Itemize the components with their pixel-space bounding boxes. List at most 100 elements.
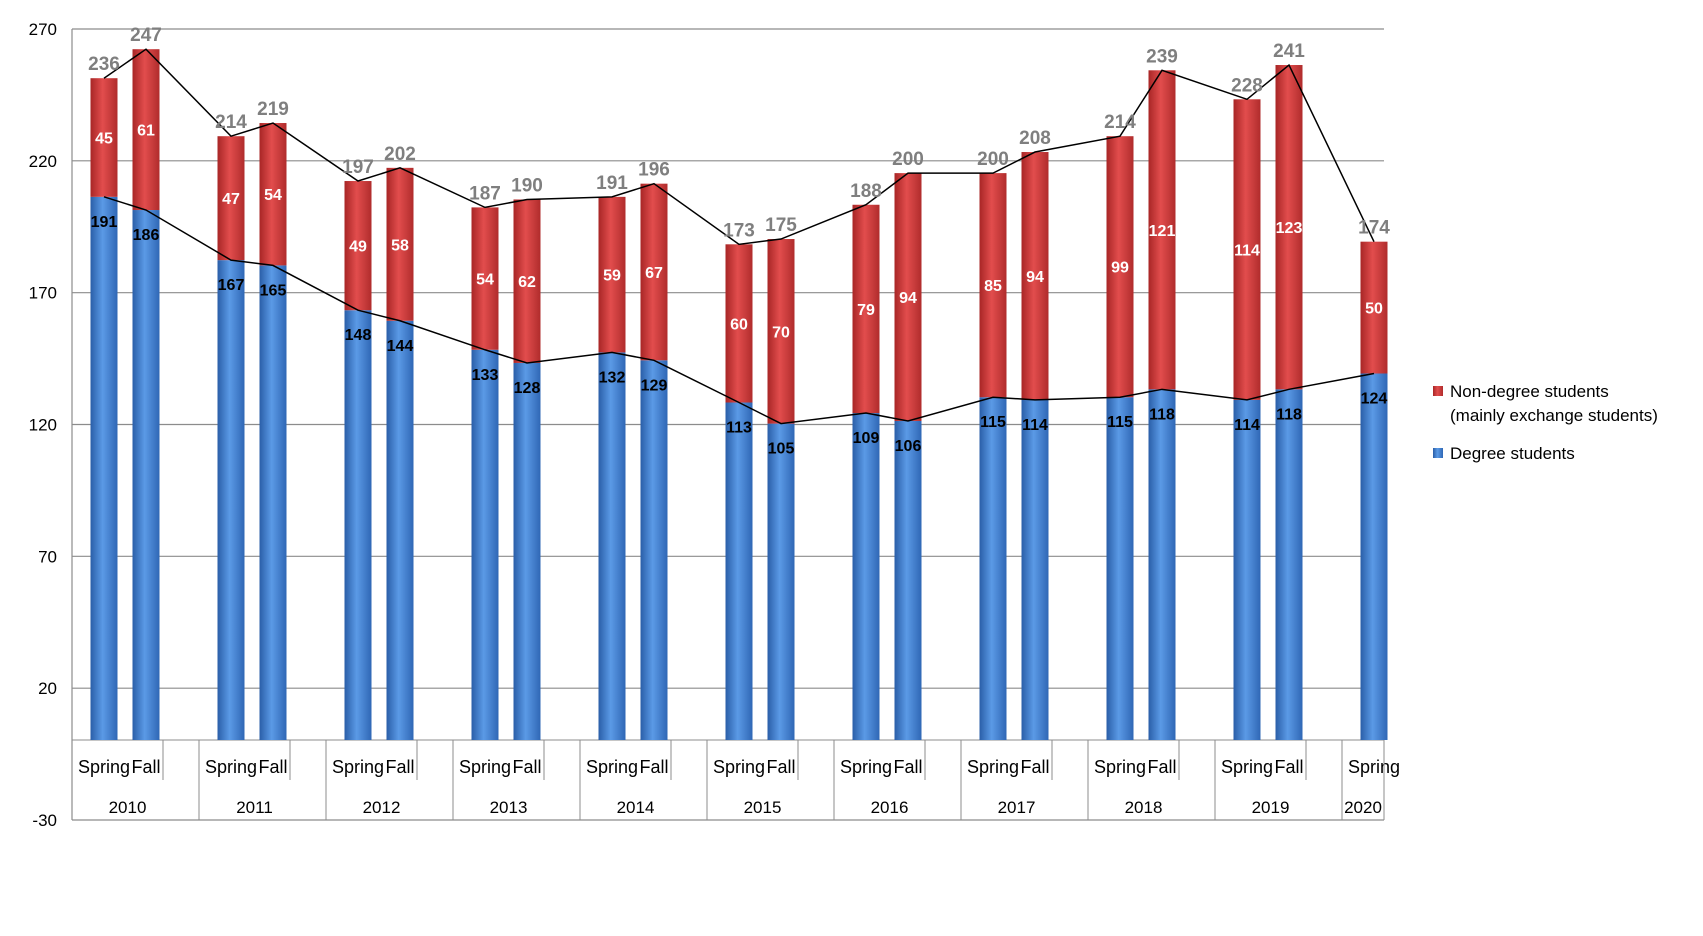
bar-degree (344, 310, 372, 740)
data-label-total: 247 (130, 25, 162, 46)
y-tick-label: 270 (29, 20, 57, 39)
bar-nondegree (598, 196, 626, 353)
bar-degree (90, 196, 118, 740)
bar-nondegree (767, 239, 795, 424)
x-category-label: Fall (258, 757, 287, 777)
data-label-total: 191 (596, 173, 628, 194)
y-tick-label: -30 (32, 811, 57, 830)
data-label-degree: 167 (218, 277, 245, 294)
bar-degree (1233, 399, 1261, 740)
data-label-nondegree: 47 (222, 191, 240, 208)
data-label-nondegree: 49 (349, 239, 367, 256)
bar-degree (132, 210, 160, 740)
x-category-label: Spring (840, 757, 892, 777)
bar-nondegree (1106, 136, 1134, 398)
bar-nondegree (132, 49, 160, 211)
y-tick-label: 20 (38, 679, 57, 698)
data-label-degree: 118 (1276, 406, 1302, 423)
bar-nondegree (1360, 241, 1388, 374)
data-label-nondegree: 59 (603, 268, 621, 285)
bar-nondegree (852, 204, 880, 414)
x-year-label: 2010 (109, 798, 147, 817)
x-year-label: 2013 (490, 798, 528, 817)
data-label-degree: 133 (472, 367, 499, 384)
data-label-nondegree: 54 (476, 272, 494, 289)
data-label-nondegree: 45 (95, 131, 113, 148)
data-label-degree: 124 (1361, 391, 1388, 408)
bar-nondegree (259, 123, 287, 266)
x-category-label: Fall (385, 757, 414, 777)
bar-degree (259, 265, 287, 740)
x-category-label: Fall (893, 757, 922, 777)
x-year-label: 2016 (871, 798, 909, 817)
bar-nondegree (725, 244, 753, 403)
data-label-total: 241 (1273, 41, 1305, 62)
data-label-degree: 115 (980, 414, 1006, 431)
x-category-label: Spring (78, 757, 130, 777)
x-category-label: Fall (1274, 757, 1303, 777)
x-category-label: Spring (459, 757, 511, 777)
data-label-total: 214 (1104, 112, 1136, 133)
data-label-degree: 118 (1149, 406, 1175, 423)
data-label-degree: 115 (1107, 414, 1133, 431)
bar-degree (979, 397, 1007, 740)
data-label-nondegree: 54 (264, 187, 282, 204)
data-labels: 191 45 236 186 61 247 167 47 214 165 54 219 148 49 197… (88, 25, 1390, 457)
data-label-total: 208 (1019, 128, 1051, 149)
bar-nondegree (217, 136, 245, 261)
data-label-degree: 105 (768, 441, 795, 458)
data-label-nondegree: 50 (1365, 301, 1383, 318)
data-label-nondegree: 60 (730, 316, 748, 333)
bar-degree (1360, 373, 1388, 740)
data-label-nondegree: 58 (391, 237, 409, 254)
bar-nondegree (513, 199, 541, 363)
x-year-label: 2017 (998, 798, 1036, 817)
bar-degree (471, 349, 499, 740)
legend-swatch-nondegree (1433, 386, 1443, 396)
legend-label-nondegree-line2: (mainly exchange students) (1450, 406, 1658, 425)
x-category-label: Fall (1020, 757, 1049, 777)
data-label-degree: 148 (345, 327, 372, 344)
x-category-label: Spring (713, 757, 765, 777)
data-label-nondegree: 99 (1111, 260, 1129, 277)
bar-nondegree (90, 78, 118, 197)
bar-degree (894, 420, 922, 740)
data-label-total: 228 (1231, 75, 1263, 96)
data-label-degree: 129 (641, 377, 668, 394)
x-category-label: Fall (131, 757, 160, 777)
x-year-label: 2015 (744, 798, 782, 817)
data-label-degree: 109 (853, 430, 880, 447)
x-category-label: Spring (1221, 757, 1273, 777)
y-tick-label: 70 (38, 547, 57, 566)
bars (90, 49, 1388, 740)
x-category-label: Spring (586, 757, 638, 777)
data-label-nondegree: 62 (518, 274, 536, 291)
bar-degree (852, 413, 880, 740)
bar-degree (386, 320, 414, 740)
bar-nondegree (1275, 65, 1303, 390)
data-label-nondegree: 94 (1026, 269, 1044, 286)
x-category-label: Spring (1094, 757, 1146, 777)
data-label-total: 173 (723, 220, 755, 241)
data-label-total: 175 (765, 215, 797, 236)
data-label-degree: 165 (260, 282, 287, 299)
bar-nondegree (979, 173, 1007, 398)
bar-nondegree (1233, 99, 1261, 400)
data-label-nondegree: 94 (899, 290, 917, 307)
data-label-nondegree: 123 (1276, 220, 1303, 237)
bar-degree (598, 352, 626, 740)
data-label-total: 202 (384, 144, 416, 165)
x-category-label: Spring (332, 757, 384, 777)
x-year-label: 2014 (617, 798, 655, 817)
trend-lines (103, 48, 1375, 425)
x-year-label: 2011 (236, 798, 273, 817)
data-label-degree: 114 (1022, 417, 1048, 434)
y-tick-label: 220 (29, 152, 57, 171)
data-label-degree: 113 (726, 420, 752, 437)
bar-degree (1148, 389, 1176, 740)
data-label-degree: 144 (387, 338, 414, 355)
data-label-nondegree: 79 (857, 302, 875, 319)
x-category-label: Fall (766, 757, 795, 777)
bar-nondegree (1148, 70, 1176, 390)
